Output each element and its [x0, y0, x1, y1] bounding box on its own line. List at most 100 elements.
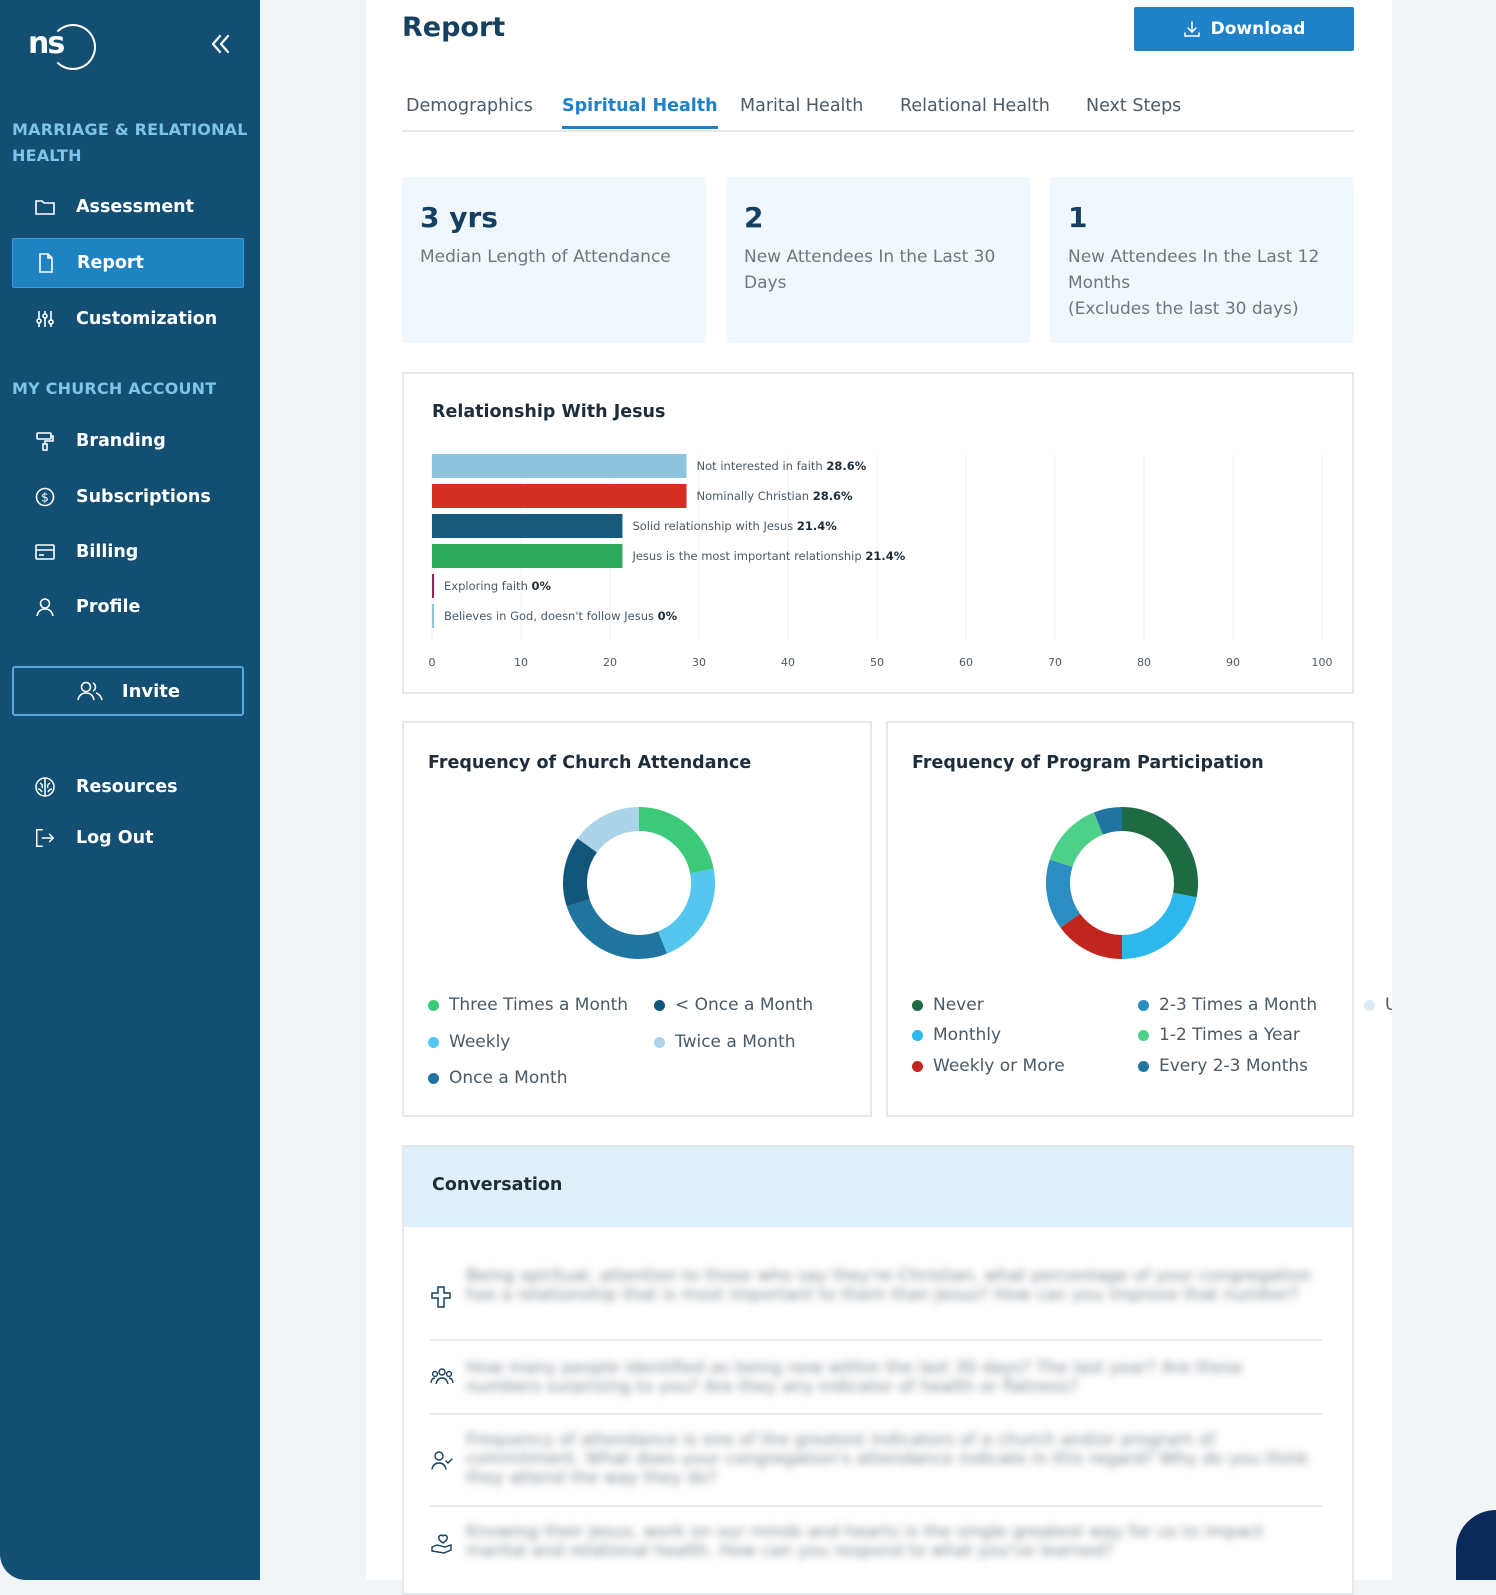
double-chevron-left-icon	[211, 34, 230, 54]
divider	[430, 1413, 1322, 1415]
stat-value: 1	[1068, 201, 1088, 234]
legend-swatch	[912, 1029, 923, 1041]
x-tick-label: 0	[429, 656, 436, 669]
x-tick-label: 60	[959, 656, 973, 669]
legend-label: Weekly or More	[933, 1056, 1065, 1076]
bar	[432, 574, 434, 598]
legend-item: < Once a Month	[654, 995, 813, 1015]
bar-label: Nominally Christian 28.6%	[697, 489, 854, 503]
legend-item: 1-2 Times a Year	[1138, 1025, 1300, 1045]
church-attendance-donut	[563, 807, 715, 959]
conversation-question: Frequency of attendance is one of the gr…	[466, 1430, 1309, 1488]
tab-next-steps[interactable]: Next Steps	[1086, 96, 1182, 116]
sidebar-item-subscriptions[interactable]: $ Subscriptions	[12, 472, 244, 522]
sidebar-item-logout[interactable]: Log Out	[12, 813, 244, 863]
group-icon	[430, 1365, 454, 1389]
legend-label: Never	[933, 995, 984, 1015]
brand-logo[interactable]: ns	[28, 22, 96, 70]
legend-label: Monthly	[933, 1025, 1002, 1045]
invite-label: Invite	[121, 680, 181, 702]
bar-label: Jesus is the most important relationship…	[631, 549, 905, 563]
legend-label: Weekly	[449, 1032, 511, 1052]
tab-relational-health[interactable]: Relational Health	[900, 96, 1050, 116]
donut-slice	[1121, 892, 1197, 959]
legend-item: Weekly	[428, 1032, 510, 1052]
section-title-account: MY CHURCH ACCOUNT	[12, 379, 217, 398]
conversation-item: How many people identified as being new …	[430, 1359, 1322, 1419]
legend-label: Three Times a Month	[449, 995, 629, 1015]
conversation-question: Being spiritual, attention to those who …	[466, 1266, 1312, 1305]
sidebar-item-customization[interactable]: Customization	[12, 294, 244, 344]
stat-card-median-attendance: 3 yrs Median Length of Attendance	[402, 177, 706, 343]
user-icon	[34, 596, 56, 618]
tab-marital-health[interactable]: Marital Health	[740, 96, 864, 116]
donut-slice	[566, 898, 667, 959]
donut-slice	[638, 807, 714, 874]
invite-button[interactable]: Invite	[12, 666, 244, 716]
stat-card-new-12-months: 1 New Attendees In the Last 12 Months (E…	[1050, 177, 1354, 343]
sidebar-item-billing[interactable]: Billing	[12, 527, 244, 577]
legend-label: < Once a Month	[675, 995, 814, 1015]
relationship-bar-chart: 0 10 20 30 40 50 60 70 80 90 100 Not interested in …	[429, 454, 1333, 669]
tab-spiritual-health[interactable]: Spiritual Health	[562, 96, 718, 129]
collapse-sidebar-button[interactable]	[206, 30, 234, 58]
sidebar-item-label: Resources	[76, 777, 178, 797]
program-participation-donut	[1046, 807, 1198, 959]
legend-item: Three Times a Month	[428, 995, 628, 1015]
chart-title: Frequency of Church Attendance	[428, 753, 752, 773]
chart-title: Frequency of Program Participation	[912, 753, 1264, 773]
sidebar-item-assessment[interactable]: Assessment	[12, 182, 244, 232]
user-check-icon	[430, 1449, 454, 1473]
stat-description: New Attendees In the Last 30 Days	[744, 247, 996, 293]
legend-item: Twice a Month	[654, 1032, 796, 1052]
donut-slice	[1049, 812, 1104, 868]
legend-label: Every 2-3 Months	[1159, 1056, 1309, 1076]
donut-slice	[1060, 913, 1123, 959]
x-tick-label: 20	[603, 656, 617, 669]
download-button[interactable]: Download	[1134, 7, 1354, 51]
conversation-question: How many people identified as being new …	[466, 1358, 1244, 1397]
stat-description: New Attendees In the Last 12 Months	[1068, 247, 1320, 293]
document-icon	[35, 252, 57, 274]
donut-slice	[577, 807, 640, 853]
brain-icon	[34, 776, 56, 798]
donut-slice	[1046, 859, 1081, 928]
stat-description: Median Length of Attendance	[420, 247, 671, 267]
divider	[430, 1505, 1322, 1507]
report-tabs: Demographics Spiritual Health Marital He…	[402, 90, 1354, 132]
x-tick-label: 50	[870, 656, 884, 669]
legend-item: Never	[912, 995, 984, 1015]
bar	[432, 484, 687, 508]
legend-swatch	[912, 1060, 923, 1072]
legend-item: Monthly	[912, 1025, 1001, 1045]
stat-card-new-30-days: 2 New Attendees In the Last 30 Days	[726, 177, 1030, 343]
section-title-marriage: MARRIAGE & RELATIONAL HEALTH	[12, 120, 248, 165]
legend-swatch	[654, 1036, 665, 1048]
sidebar-item-branding[interactable]: Branding	[12, 416, 244, 466]
conversation-item: Frequency of attendance is one of the gr…	[430, 1431, 1322, 1507]
legend-item: 2-3 Times a Month	[1138, 995, 1317, 1015]
bar-label: Believes in God, doesn't follow Jesus 0%	[444, 609, 678, 623]
conversation-title: Conversation	[432, 1175, 563, 1195]
legend-swatch	[654, 999, 665, 1011]
sidebar-item-label: Log Out	[76, 828, 154, 848]
sidebar-item-label: Billing	[76, 542, 139, 562]
sidebar-item-report[interactable]: Report	[12, 238, 244, 288]
x-tick-label: 40	[781, 656, 795, 669]
sidebar-item-label: Profile	[76, 597, 141, 617]
credit-card-icon	[34, 541, 56, 563]
paint-roller-icon	[34, 430, 56, 452]
x-tick-label: 30	[692, 656, 706, 669]
cross-icon	[430, 1285, 454, 1309]
stat-note: (Excludes the last 30 days)	[1068, 299, 1299, 319]
bar-label: Solid relationship with Jesus 21.4%	[632, 519, 837, 533]
tab-demographics[interactable]: Demographics	[406, 96, 533, 116]
chart-title: Relationship With Jesus	[432, 402, 666, 422]
sidebar-item-profile[interactable]: Profile	[12, 582, 244, 632]
church-attendance-panel: Frequency of Church Attendance Three Tim…	[402, 721, 872, 1117]
users-icon	[77, 681, 103, 701]
sidebar-item-resources[interactable]: Resources	[12, 762, 244, 812]
legend-label: 2-3 Times a Month	[1159, 995, 1318, 1015]
download-label: Download	[1210, 19, 1306, 39]
logout-icon	[34, 827, 56, 849]
